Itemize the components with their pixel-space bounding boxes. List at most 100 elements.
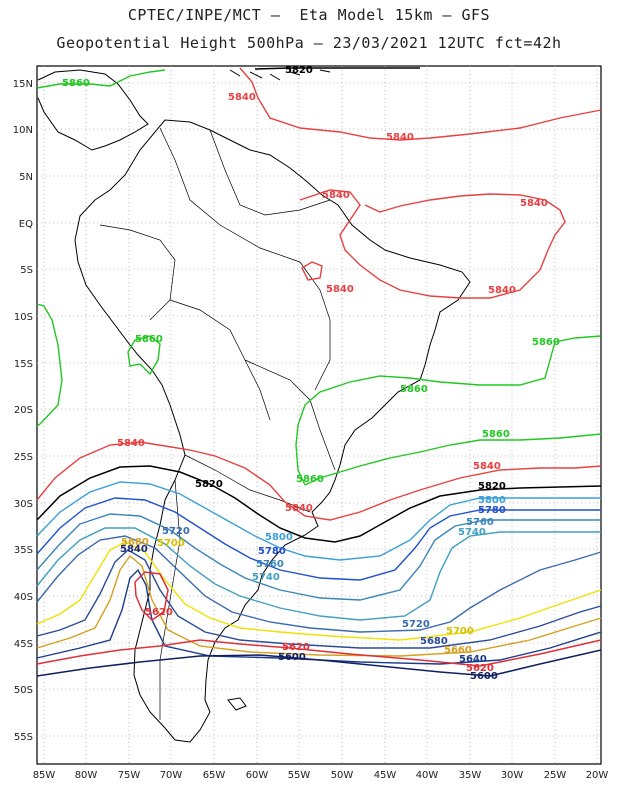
- contour-5620-south: [36, 639, 602, 667]
- map-frame: [36, 65, 602, 765]
- contour-5800: [36, 481, 601, 561]
- lon-label-30w: 30W: [501, 770, 524, 781]
- lat-label-10n: 10N: [13, 125, 33, 136]
- label-5680-b: 5680: [420, 636, 448, 647]
- label-5820-b: 5820: [195, 479, 223, 490]
- contours-5840: [36, 67, 602, 521]
- lon-label-35w: 35W: [459, 770, 482, 781]
- label-5720-a: 5720: [162, 526, 190, 537]
- label-5840-i: 5840: [285, 503, 313, 514]
- label-5840-d: 5840: [520, 198, 548, 209]
- lat-label-5n: 5N: [19, 172, 33, 183]
- lon-label-60w: 60W: [246, 770, 269, 781]
- contour-5620-loop: [134, 571, 169, 621]
- lon-label-20w: 20W: [586, 770, 609, 781]
- label-5660-a: 5660: [444, 645, 472, 656]
- contour-5760: [36, 513, 601, 601]
- label-5820-c: 5820: [478, 481, 506, 492]
- label-5600-b: 5600: [470, 671, 498, 682]
- lat-label-35s: 35S: [14, 545, 33, 556]
- label-5740-a: 5740: [252, 572, 280, 583]
- lon-label-45w: 45W: [374, 770, 397, 781]
- coastlines: [37, 69, 471, 743]
- lat-label-15n: 15N: [13, 79, 33, 90]
- label-5860-c: 5860: [532, 337, 560, 348]
- label-5840-g: 5840: [117, 438, 145, 449]
- label-5600-a: 5600: [278, 652, 306, 663]
- label-5840-b: 5840: [386, 132, 414, 143]
- label-5780-b: 5780: [478, 505, 506, 516]
- lat-label-10s: 10S: [14, 312, 33, 323]
- caribbean-islands: [229, 69, 331, 81]
- label-5620-a: 5620: [145, 607, 173, 618]
- contour-5820-main: [36, 465, 602, 543]
- lon-label-25w: 25W: [544, 770, 567, 781]
- label-5700-a: 5700: [157, 538, 185, 549]
- lon-label-40w: 40W: [416, 770, 439, 781]
- contours-5860: [36, 69, 602, 486]
- lat-label-55s: 55S: [14, 732, 33, 743]
- falklands: [227, 697, 247, 711]
- lon-label-50w: 50W: [331, 770, 354, 781]
- label-5760-a: 5760: [256, 559, 284, 570]
- label-5820-a: 5820: [285, 65, 313, 76]
- lon-label-75w: 75W: [118, 770, 141, 781]
- label-5740-b: 5740: [458, 527, 486, 538]
- label-5680-a: 5680: [121, 537, 149, 548]
- label-5860-b: 5860: [135, 334, 163, 345]
- contour-5860-west: [36, 303, 63, 427]
- label-5840-e: 5840: [326, 284, 354, 295]
- contour-5600: [36, 649, 602, 677]
- contour-5860-peru: [127, 335, 161, 376]
- contour-5680: [36, 549, 602, 649]
- contours-trough: [36, 481, 602, 665]
- country-borders: [99, 127, 336, 720]
- contour-5720: [36, 535, 602, 633]
- contour-5740: [36, 527, 601, 621]
- contours-low: [36, 571, 602, 677]
- label-5800-b: 5800: [478, 495, 506, 506]
- contour-5780: [36, 497, 601, 581]
- contour-5640: [36, 568, 602, 665]
- contour-5840-amazon: [299, 189, 566, 299]
- graticule: [37, 66, 601, 764]
- label-5840-j: 5840: [120, 544, 148, 555]
- label-5840-a: 5840: [228, 92, 256, 103]
- contour-5840-loop: [301, 261, 323, 281]
- contour-labels: 5860 5860 5860 5860 5860 5860 5840 5840 …: [62, 65, 560, 682]
- lat-label-30s: 30S: [14, 499, 33, 510]
- lat-label-15s: 15S: [14, 359, 33, 370]
- contour-5840-north: [239, 67, 602, 141]
- label-5780-a: 5780: [258, 546, 286, 557]
- label-5620-b: 5620: [282, 642, 310, 653]
- contours-5820: [36, 67, 602, 543]
- label-5620-c: 5620: [466, 663, 494, 674]
- contour-5860-southeast: [304, 433, 602, 486]
- contour-5700: [36, 541, 602, 641]
- contour-5840-south: [36, 441, 602, 521]
- lat-label-40s: 40S: [14, 592, 33, 603]
- label-5640-a: 5640: [459, 654, 487, 665]
- lat-label-45s: 45S: [14, 639, 33, 650]
- label-5840-h: 5840: [473, 461, 501, 472]
- label-5860-f: 5860: [296, 474, 324, 485]
- lat-label-50s: 50S: [14, 685, 33, 696]
- title-line-1: CPTEC/INPE/MCT – Eta Model 15km – GFS: [127, 6, 491, 24]
- lon-label-85w: 85W: [33, 770, 56, 781]
- contour-5860-north: [36, 69, 166, 89]
- lon-label-80w: 80W: [75, 770, 98, 781]
- lon-label-55w: 55W: [288, 770, 311, 781]
- label-5720-b: 5720: [402, 619, 430, 630]
- title-line-2: Geopotential Height 500hPa – 23/03/2021 …: [56, 34, 562, 52]
- lon-label-65w: 65W: [203, 770, 226, 781]
- label-5840-c: 5840: [322, 190, 350, 201]
- label-5860-a: 5860: [62, 78, 90, 89]
- label-5700-b: 5700: [446, 626, 474, 637]
- south-america-coast: [74, 119, 471, 743]
- label-5840-f: 5840: [488, 285, 516, 296]
- lat-label-20s: 20S: [14, 405, 33, 416]
- label-5860-d: 5860: [400, 384, 428, 395]
- lat-label-25s: 25S: [14, 452, 33, 463]
- lat-label-eq: EQ: [19, 219, 33, 230]
